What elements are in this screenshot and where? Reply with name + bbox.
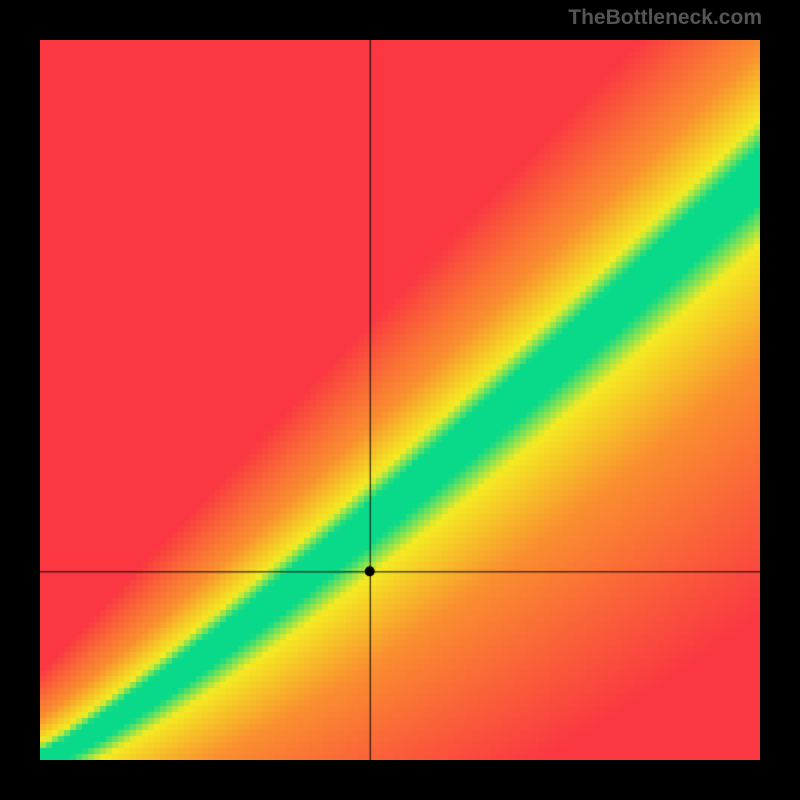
watermark-text: TheBottleneck.com	[568, 6, 762, 30]
heatmap-plot	[40, 40, 760, 760]
heatmap-canvas	[40, 40, 760, 760]
